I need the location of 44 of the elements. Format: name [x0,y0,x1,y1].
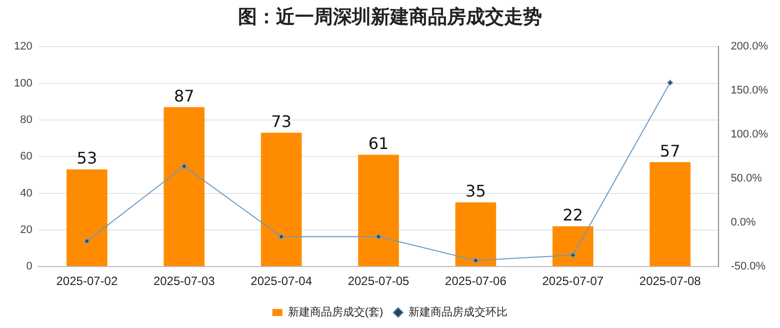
x-tick-label: 2025-07-05 [348,274,410,288]
legend-label: 新建商品房成交(套) [288,306,384,319]
x-tick-label: 2025-07-02 [56,274,118,288]
point [181,163,188,170]
point [278,234,284,240]
bar [164,107,205,266]
bar [260,132,302,266]
y2-tick-label: 200.0% [730,40,768,53]
bar [455,202,496,266]
y2-tick-label: 50.0% [730,172,762,185]
y2-tick-label: -50.0% [730,260,766,273]
x-tick-label: 2025-07-06 [445,274,507,288]
y2-tick-label: 0.0% [730,216,756,229]
y2-tick-label: 100.0% [730,128,768,141]
y-tick-label: 80 [20,114,32,126]
y-tick-label: 40 [20,187,32,200]
bar [552,226,594,266]
y-tick-label: 0 [26,260,32,273]
data-label: 35 [466,182,486,201]
data-label: 73 [271,112,292,131]
bar [650,162,691,266]
x-tick-label: 2025-07-07 [542,274,604,288]
data-label: 87 [174,86,194,106]
y2-tick-label: 150.0% [730,84,768,97]
point [376,234,382,240]
y-tick-label: 60 [20,150,32,163]
point [570,252,576,258]
x-tick-label: 2025-07-08 [639,274,702,288]
bar [66,169,108,266]
point [667,80,674,86]
point [472,257,479,264]
x-tick-label: 2025-07-03 [153,274,216,288]
chart-title: 图：近一周深圳新建商品房成交走势 [237,5,543,30]
data-label: 22 [562,205,584,224]
legend-label: 新建商品房成交环比 [408,306,508,319]
y-tick-label: 20 [20,224,32,236]
data-label: 57 [660,141,680,160]
data-label: 53 [76,148,98,168]
point [84,238,90,244]
y-tick-label: 100 [14,77,32,90]
y-tick-label: 120 [14,40,32,53]
x-tick-label: 2025-07-04 [250,274,312,288]
bar [358,154,399,266]
data-label: 61 [368,134,389,153]
